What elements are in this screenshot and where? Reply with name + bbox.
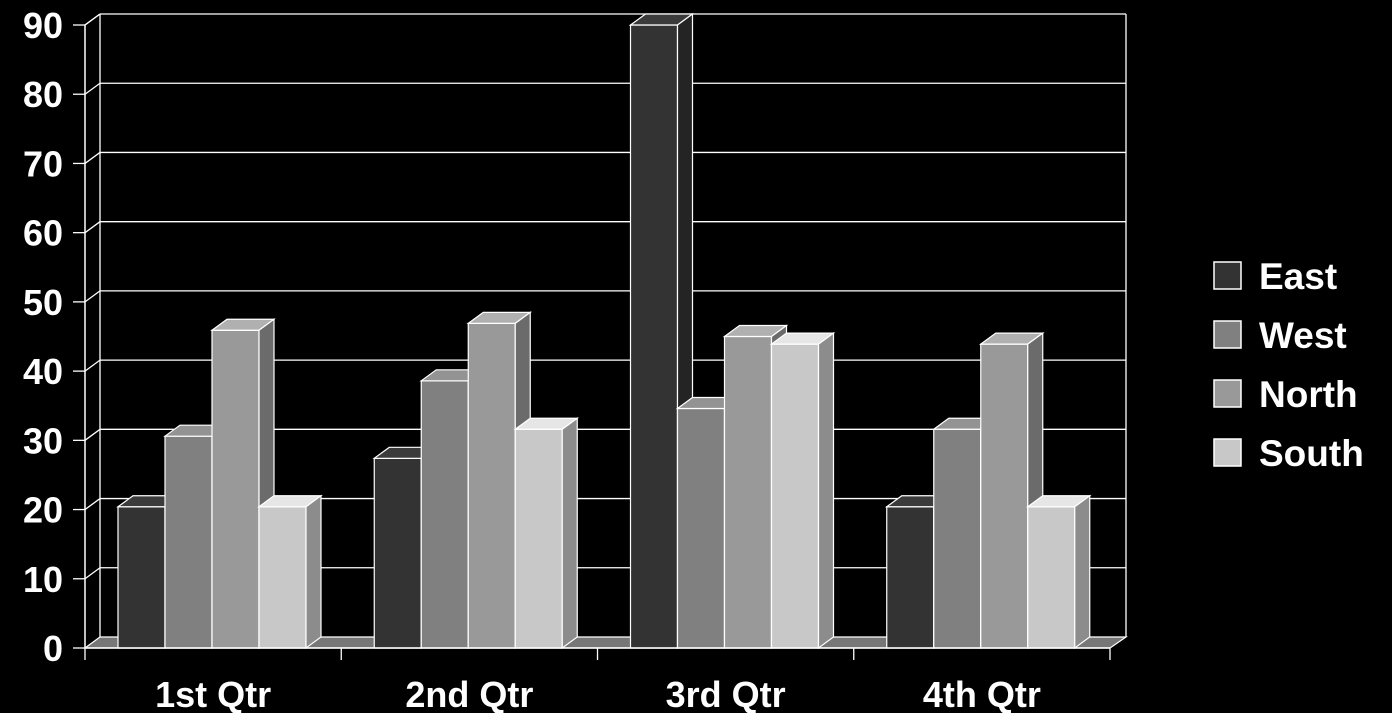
bar-side xyxy=(306,496,321,648)
x-tick-label: 1st Qtr xyxy=(155,674,271,713)
wall-gridline xyxy=(85,83,100,94)
y-tick-label: 70 xyxy=(23,143,63,184)
bar-front xyxy=(165,436,212,648)
bar-front xyxy=(421,381,468,648)
legend-label: West xyxy=(1259,315,1347,356)
bar-side xyxy=(562,418,577,648)
legend-item: North xyxy=(1214,374,1358,415)
bars xyxy=(118,14,1090,648)
x-tick-label: 4th Qtr xyxy=(923,674,1041,713)
bar-side xyxy=(819,333,834,648)
y-tick-label: 20 xyxy=(23,490,63,531)
bar-front xyxy=(725,337,772,649)
legend-swatch xyxy=(1214,262,1241,289)
x-tick-label: 2nd Qtr xyxy=(405,674,533,713)
bar-front xyxy=(118,507,165,648)
wall-gridline xyxy=(85,291,100,302)
legend-label: South xyxy=(1259,433,1364,474)
x-tick-label: 3rd Qtr xyxy=(666,674,786,713)
legend-swatch xyxy=(1214,321,1241,348)
bar-front xyxy=(981,344,1028,648)
bar-front xyxy=(259,507,306,648)
wall-gridline xyxy=(85,360,100,371)
bar-front xyxy=(678,408,725,648)
bar-front xyxy=(631,25,678,648)
y-tick-label: 90 xyxy=(23,5,63,46)
y-tick-label: 40 xyxy=(23,351,63,392)
bar-front xyxy=(1028,507,1075,648)
bar xyxy=(772,333,834,648)
legend-label: North xyxy=(1259,374,1358,415)
y-tick-label: 60 xyxy=(23,213,63,254)
axis-top-edge xyxy=(85,14,100,25)
wall-gridline xyxy=(85,222,100,233)
bar-front xyxy=(374,458,421,648)
bar-front xyxy=(772,344,819,648)
bar-front xyxy=(887,507,934,648)
wall-gridline xyxy=(85,429,100,440)
y-tick-label: 50 xyxy=(23,282,63,323)
legend-swatch xyxy=(1214,439,1241,466)
wall-gridline xyxy=(85,152,100,163)
y-tick-label: 80 xyxy=(23,74,63,115)
y-tick-label: 30 xyxy=(23,420,63,461)
bar xyxy=(259,496,321,648)
legend-item: West xyxy=(1214,315,1347,356)
bar-front xyxy=(515,429,562,648)
legend-item: East xyxy=(1214,256,1337,297)
bar-side xyxy=(1075,496,1090,648)
legend: East West North South xyxy=(1214,256,1364,474)
bar-front xyxy=(934,429,981,648)
bar xyxy=(1028,496,1090,648)
bar-front xyxy=(212,330,259,648)
legend-item: South xyxy=(1214,433,1364,474)
legend-swatch xyxy=(1214,380,1241,407)
y-tick-label: 10 xyxy=(23,559,63,600)
bar xyxy=(515,418,577,648)
bar-front xyxy=(468,323,515,648)
legend-label: East xyxy=(1259,256,1337,297)
wall-gridline xyxy=(85,499,100,510)
wall-gridline xyxy=(85,568,100,579)
y-tick-label: 0 xyxy=(43,628,63,669)
